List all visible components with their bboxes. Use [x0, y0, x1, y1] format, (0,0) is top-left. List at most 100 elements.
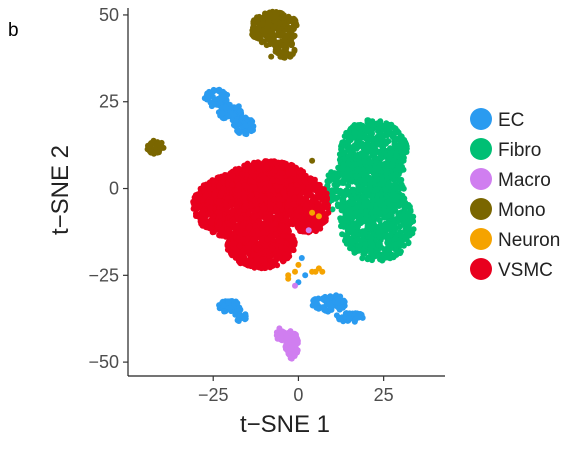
data-point — [350, 220, 357, 227]
data-point — [391, 241, 398, 248]
data-point — [246, 127, 253, 134]
data-point — [229, 172, 236, 178]
data-point — [354, 247, 361, 254]
data-point — [291, 195, 298, 201]
data-point — [295, 220, 301, 227]
data-point — [397, 143, 404, 150]
data-point — [236, 243, 243, 250]
data-point — [230, 218, 237, 225]
data-point — [352, 229, 359, 236]
data-point — [361, 158, 368, 165]
data-point — [268, 160, 275, 167]
data-point — [369, 254, 376, 261]
data-point — [368, 129, 375, 136]
data-point — [235, 228, 242, 235]
series-macro — [273, 227, 312, 362]
data-point — [298, 255, 305, 261]
data-point — [367, 238, 374, 245]
data-point — [389, 172, 396, 179]
data-point — [227, 230, 234, 237]
data-point — [375, 252, 382, 259]
data-point — [393, 150, 399, 157]
data-point — [288, 42, 295, 49]
data-point — [374, 140, 381, 147]
data-point — [395, 129, 402, 136]
data-point — [365, 254, 371, 261]
data-point — [287, 53, 294, 60]
data-point — [344, 167, 351, 174]
data-point — [309, 302, 316, 309]
data-point — [248, 184, 255, 191]
data-point — [390, 224, 397, 231]
data-point — [211, 191, 218, 198]
data-point — [235, 165, 242, 172]
data-point — [253, 212, 260, 219]
data-point — [370, 135, 377, 142]
data-point — [385, 246, 392, 253]
data-point — [346, 315, 353, 322]
data-point — [309, 157, 316, 164]
data-point — [388, 212, 395, 219]
data-point — [203, 224, 209, 231]
data-point — [366, 137, 373, 144]
data-point — [281, 20, 288, 27]
data-point — [400, 196, 407, 203]
data-point — [290, 19, 297, 26]
data-point — [280, 189, 287, 196]
data-point — [207, 204, 214, 211]
data-point — [285, 13, 292, 20]
data-point — [385, 156, 392, 163]
data-point — [336, 305, 342, 311]
data-point — [315, 213, 322, 220]
data-point — [263, 163, 270, 170]
series-neuron — [285, 209, 326, 282]
data-point — [346, 206, 353, 213]
data-point — [245, 245, 252, 252]
data-point — [367, 184, 373, 191]
data-point — [339, 139, 346, 146]
data-point — [369, 118, 376, 125]
data-point — [236, 257, 243, 264]
data-point — [368, 193, 375, 200]
data-point — [396, 203, 402, 209]
data-point — [286, 25, 293, 31]
data-point — [375, 228, 382, 235]
data-point — [315, 305, 322, 312]
data-point — [262, 242, 269, 249]
data-point — [309, 209, 316, 216]
data-point — [393, 246, 399, 253]
data-point — [357, 130, 364, 137]
data-point — [242, 122, 249, 129]
data-point — [282, 193, 289, 200]
data-point — [377, 201, 384, 208]
data-point — [234, 317, 241, 324]
data-point — [367, 233, 374, 240]
data-point — [350, 187, 356, 194]
data-point — [372, 149, 379, 156]
data-point — [281, 36, 288, 43]
data-point — [397, 185, 404, 192]
data-point — [266, 21, 273, 28]
data-point — [195, 213, 202, 220]
data-point — [225, 113, 231, 120]
data-point — [245, 224, 252, 231]
data-point — [356, 160, 363, 167]
data-point — [238, 250, 245, 257]
data-point — [260, 28, 267, 34]
data-point — [375, 165, 382, 172]
data-point — [191, 202, 198, 209]
data-point — [269, 177, 276, 184]
data-point — [260, 229, 267, 236]
x-tick-label: 0 — [293, 385, 303, 405]
data-point — [355, 314, 362, 321]
data-point — [216, 212, 223, 219]
data-point — [210, 101, 217, 108]
data-point — [340, 172, 347, 179]
y-tick-label: 50 — [99, 5, 119, 25]
data-point — [321, 306, 328, 313]
data-point — [395, 210, 402, 217]
data-point — [363, 127, 370, 134]
data-point — [266, 183, 273, 190]
data-point — [274, 212, 281, 218]
